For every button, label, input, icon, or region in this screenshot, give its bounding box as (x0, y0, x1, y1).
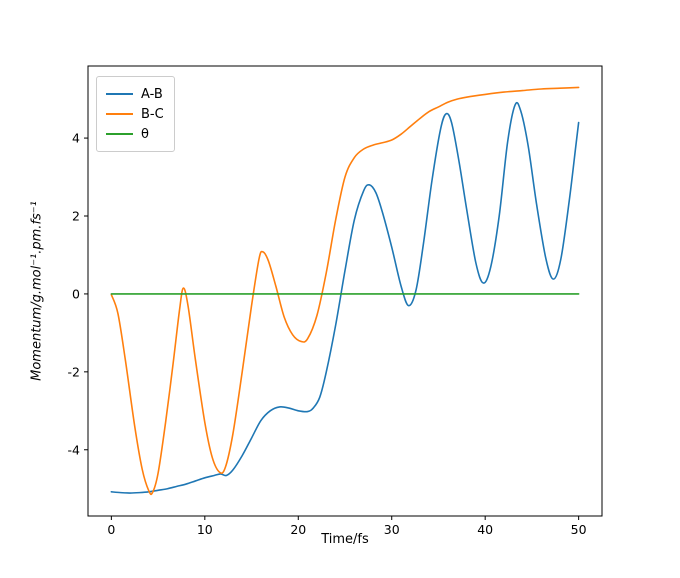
legend-label-ab: A-B (141, 86, 163, 102)
y-tick-label: 2 (72, 209, 80, 224)
y-tick-label: -2 (68, 364, 80, 379)
x-axis-label: Time/fs (321, 532, 369, 547)
legend-entry-theta: θ (106, 124, 164, 144)
legend-line-sample-bc (106, 113, 133, 115)
series-line-A-B (110, 101, 580, 494)
legend-line-sample-ab (106, 93, 133, 95)
x-tick-label: 50 (571, 522, 587, 537)
legend: A-B B-C θ (96, 76, 175, 152)
axes-frame (87, 65, 603, 517)
x-tick-label: 0 (107, 522, 115, 537)
legend-label-bc: B-C (141, 106, 164, 122)
x-tick-label: 40 (477, 522, 493, 537)
x-tick-label: 20 (290, 522, 306, 537)
y-axis-label: Momentum/g.mol⁻¹.pm.fs⁻¹ (29, 201, 45, 381)
y-tick-label: 0 (72, 286, 80, 301)
legend-line-sample-theta (106, 133, 133, 135)
legend-entry-ab: A-B (106, 84, 164, 104)
series-line-B-C (110, 86, 580, 496)
y-tick-label: 4 (72, 131, 80, 146)
legend-entry-bc: B-C (106, 104, 164, 124)
y-tick-label: -4 (68, 442, 81, 457)
x-tick-label: 30 (384, 522, 400, 537)
legend-label-theta: θ (141, 126, 149, 142)
x-tick-label: 10 (197, 522, 213, 537)
